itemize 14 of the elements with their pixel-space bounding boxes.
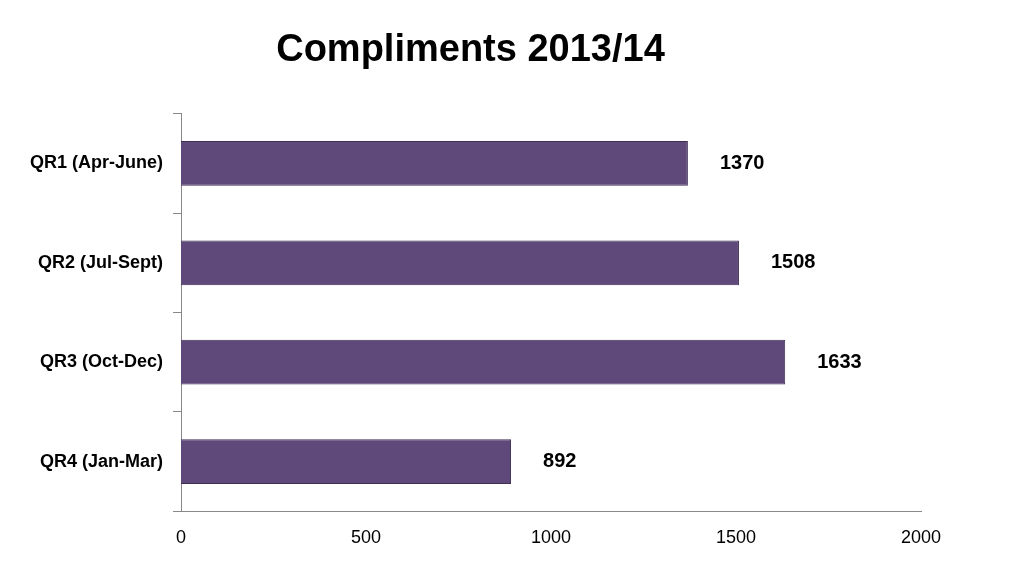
y-tick-label: QR3 (Oct-Dec) bbox=[39, 351, 163, 372]
x-tick-label: 1500 bbox=[715, 527, 757, 548]
x-tick-label: 1000 bbox=[530, 527, 572, 548]
y-tick-label: QR4 (Jan-Mar) bbox=[39, 450, 163, 471]
y-tick-label: QR1 (Apr-June) bbox=[29, 152, 163, 173]
x-tick-label: 0 bbox=[176, 527, 187, 548]
data-label: 1508 bbox=[770, 250, 816, 273]
chart-title: Compliments 2013/14 bbox=[276, 27, 665, 70]
data-label: 1633 bbox=[817, 349, 862, 372]
data-label: 1370 bbox=[719, 150, 765, 173]
x-tick-label: 2000 bbox=[900, 527, 942, 548]
y-tick-label: QR2 (Jul-Sept) bbox=[37, 251, 163, 272]
data-label: 892 bbox=[543, 449, 577, 472]
x-tick-label: 500 bbox=[350, 527, 382, 548]
